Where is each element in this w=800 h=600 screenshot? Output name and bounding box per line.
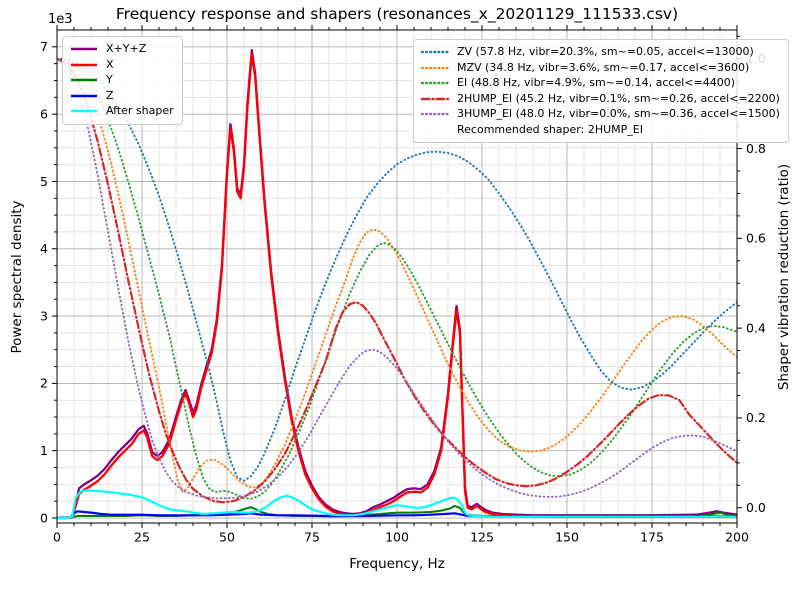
legend-item: Z xyxy=(69,89,174,104)
svg-text:75: 75 xyxy=(304,530,320,545)
svg-text:1: 1 xyxy=(40,443,48,458)
legend-item: X+Y+Z xyxy=(69,42,174,57)
y-axis-label-left: Power spectral density xyxy=(9,200,25,354)
svg-text:25: 25 xyxy=(134,530,150,545)
svg-text:125: 125 xyxy=(470,530,494,545)
series-2HUMP_EI xyxy=(57,57,737,504)
legend-line-swatch xyxy=(420,66,450,69)
svg-text:0.4: 0.4 xyxy=(746,320,766,335)
svg-text:0: 0 xyxy=(40,510,48,525)
chart-title: Frequency response and shapers (resonanc… xyxy=(115,5,679,23)
legend-note-row: Recommended shaper: 2HUMP_EI xyxy=(420,123,780,138)
series-ZV xyxy=(57,57,737,482)
svg-text:6: 6 xyxy=(40,106,48,121)
series-EI xyxy=(57,57,737,500)
legend-item-label: EI (48.8 Hz, vibr=4.9%, sm~=0.14, accel<… xyxy=(457,76,735,89)
legend-item: EI (48.8 Hz, vibr=4.9%, sm~=0.14, accel<… xyxy=(420,76,780,91)
legend-line-swatch xyxy=(71,63,97,66)
svg-text:7: 7 xyxy=(40,39,48,54)
series-3HUMP_EI xyxy=(57,57,737,500)
tick-labels: 0 25 50 75 100 125 150 175 200 0 1 2 3 4 5 6 7 0.0 0.2 0.4 0… xyxy=(40,39,766,544)
legend-item: 2HUMP_EI (45.2 Hz, vibr=0.1%, sm~=0.26, … xyxy=(420,92,780,107)
svg-text:3: 3 xyxy=(40,308,48,323)
legend-line-swatch xyxy=(420,51,450,54)
legend-item: 3HUMP_EI (48.0 Hz, vibr=0.0%, sm~=0.36, … xyxy=(420,107,780,122)
legend-line-swatch xyxy=(71,79,97,82)
legend-line-swatch xyxy=(420,97,450,100)
legend-item: X xyxy=(69,58,174,73)
legend-item: MZV (34.8 Hz, vibr=3.6%, sm~=0.17, accel… xyxy=(420,61,780,76)
svg-text:175: 175 xyxy=(640,530,664,545)
svg-text:150: 150 xyxy=(555,530,579,545)
legend-item-label: Y xyxy=(106,73,113,86)
svg-text:100: 100 xyxy=(385,530,409,545)
svg-text:2: 2 xyxy=(40,376,48,391)
series-group xyxy=(57,49,737,520)
recommended-shaper-note: Recommended shaper: 2HUMP_EI xyxy=(457,122,643,136)
svg-text:0.0: 0.0 xyxy=(746,500,766,515)
legend-item: Y xyxy=(69,73,174,88)
svg-text:0.8: 0.8 xyxy=(746,141,766,156)
svg-text:50: 50 xyxy=(219,530,235,545)
y-axis-label-right: Shaper vibration reduction (ratio) xyxy=(776,163,792,391)
svg-text:0: 0 xyxy=(53,530,61,545)
legend-item-label: MZV (34.8 Hz, vibr=3.6%, sm~=0.17, accel… xyxy=(457,60,750,74)
legend-item-label: Z xyxy=(106,88,114,102)
y-axis-offset-text: 1e3 xyxy=(48,12,73,27)
series-MZV xyxy=(57,57,737,493)
legend-item-label: 3HUMP_EI (48.0 Hz, vibr=0.0%, sm~=0.36, … xyxy=(457,107,780,120)
legend-line-swatch xyxy=(420,113,450,116)
series-After-shaper xyxy=(57,489,737,520)
svg-text:0.2: 0.2 xyxy=(746,410,766,425)
legend-item-label: ZV (57.8 Hz, vibr=20.3%, sm~=0.05, accel… xyxy=(457,45,754,58)
legend-item-label: X xyxy=(106,57,114,71)
svg-text:4: 4 xyxy=(40,241,48,256)
legend-line-swatch xyxy=(71,110,97,113)
legend-line-swatch xyxy=(71,48,97,51)
legend-item: ZV (57.8 Hz, vibr=20.3%, sm~=0.05, accel… xyxy=(420,45,780,60)
legend-shapers: ZV (57.8 Hz, vibr=20.3%, sm~=0.05, accel… xyxy=(413,39,789,143)
svg-text:200: 200 xyxy=(725,530,749,545)
legend-item: After shaper xyxy=(69,104,174,119)
axis-ticks xyxy=(52,25,742,528)
legend-psd: X+Y+Z X Y Z After shaper xyxy=(62,36,183,125)
legend-item-label: 2HUMP_EI (45.2 Hz, vibr=0.1%, sm~=0.26, … xyxy=(457,91,780,105)
legend-line-swatch xyxy=(71,94,97,97)
x-axis-label: Frequency, Hz xyxy=(349,556,445,572)
legend-line-swatch xyxy=(420,82,450,85)
legend-item-label: After shaper xyxy=(106,104,174,117)
legend-item-label: X+Y+Z xyxy=(106,42,147,55)
series-X xyxy=(57,52,737,520)
svg-text:5: 5 xyxy=(40,174,48,189)
svg-text:0.6: 0.6 xyxy=(746,231,766,246)
